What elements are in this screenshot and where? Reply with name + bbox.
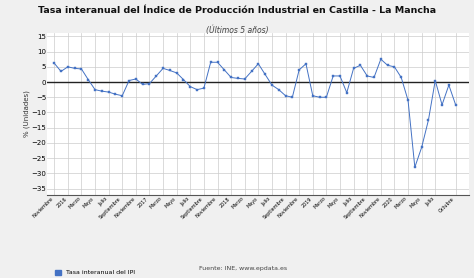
Text: Fuente: INE, www.epdata.es: Fuente: INE, www.epdata.es [199, 266, 287, 271]
Legend: Tasa interanual del IPI: Tasa interanual del IPI [55, 270, 135, 275]
Text: Tasa interanual del Índice de Producción Industrial en Castilla - La Mancha: Tasa interanual del Índice de Producción… [38, 6, 436, 14]
Y-axis label: % (Unidades): % (Unidades) [23, 91, 30, 137]
Text: (Últimos 5 años): (Últimos 5 años) [206, 25, 268, 34]
